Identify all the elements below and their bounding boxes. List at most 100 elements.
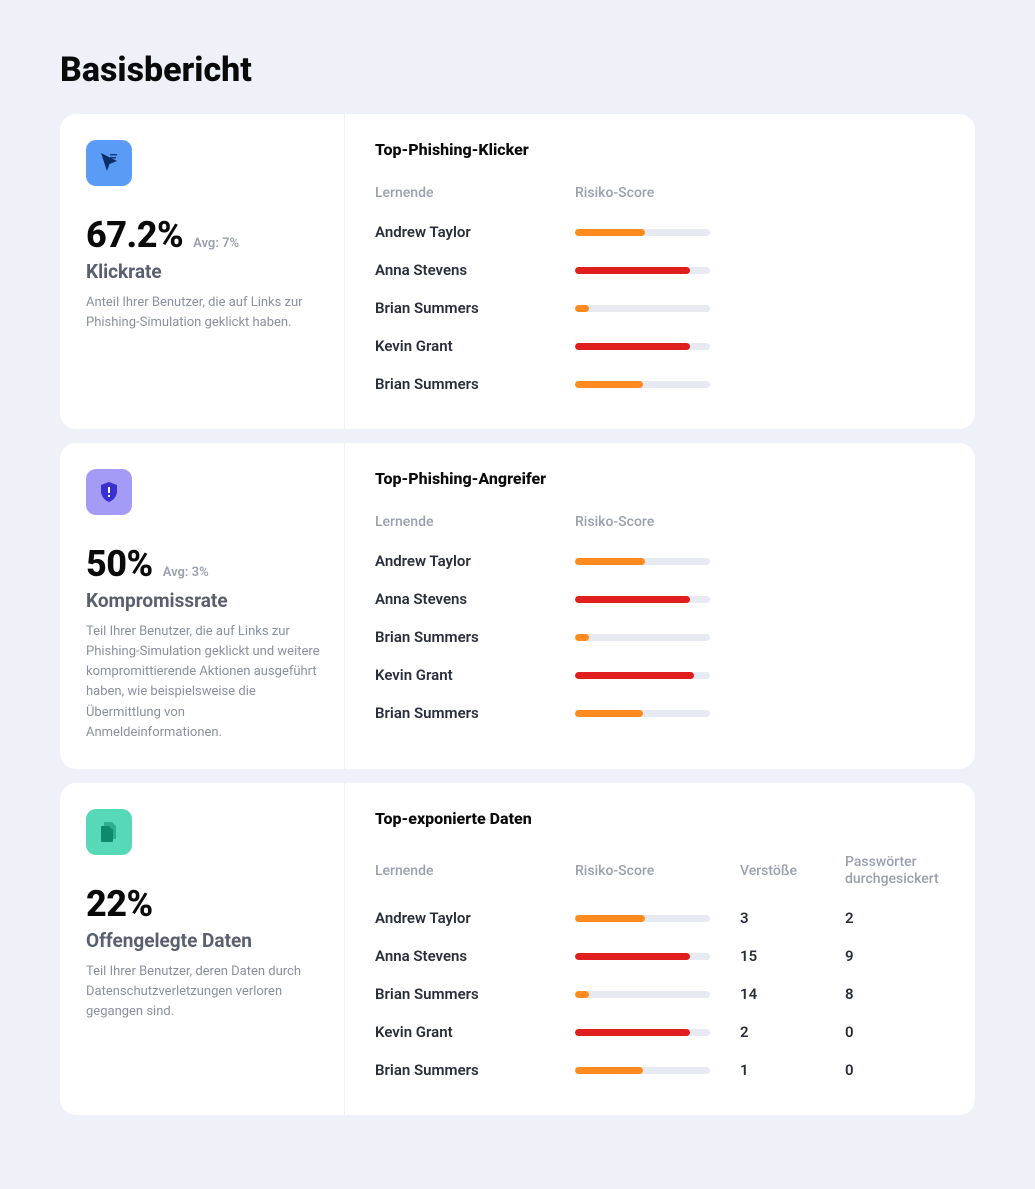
column-header: Lernende <box>375 185 575 201</box>
report-card: 22% Offengelegte Daten Teil Ihrer Benutzer… <box>60 783 975 1116</box>
bar-track <box>575 634 710 641</box>
learner-name: Brian Summers <box>375 299 575 317</box>
risk-score-bar <box>575 1067 740 1074</box>
risk-score-bar <box>575 229 945 236</box>
bar-track <box>575 305 710 312</box>
stat-row: 67.2%Avg: 7% <box>86 214 322 256</box>
risk-score-bar <box>575 267 945 274</box>
stat-value: 50% <box>86 543 153 585</box>
table-row: Brian Summers <box>375 365 945 403</box>
bar-fill <box>575 267 690 274</box>
bar-track <box>575 953 710 960</box>
risk-score-bar <box>575 710 945 717</box>
bar-track <box>575 558 710 565</box>
table-row: Kevin Grant <box>375 656 945 694</box>
card-summary: 50%Avg: 3%KompromissrateTeil Ihrer Benut… <box>60 443 345 769</box>
learner-name: Kevin Grant <box>375 666 575 684</box>
bar-fill <box>575 953 690 960</box>
table-header: LernendeRisiko-Score <box>375 185 945 201</box>
bar-track <box>575 1067 710 1074</box>
table-row: Andrew Taylor 32 <box>375 899 945 937</box>
learner-name: Andrew Taylor <box>375 552 575 570</box>
cards-list: 67.2%Avg: 7%KlickrateAnteil Ihrer Benutz… <box>60 114 975 1115</box>
bar-fill <box>575 305 589 312</box>
passwords-leaked-count: 8 <box>845 985 945 1003</box>
learner-name: Andrew Taylor <box>375 223 575 241</box>
learner-name: Brian Summers <box>375 985 575 1003</box>
risk-score-bar <box>575 305 945 312</box>
learner-name: Anna Stevens <box>375 947 575 965</box>
stat-row: 50% Avg: 3% <box>86 543 322 585</box>
table-row: Brian Summers10 <box>375 1051 945 1089</box>
card-summary: 67.2%Avg: 7%KlickrateAnteil Ihrer Benutz… <box>60 114 345 429</box>
section-title: Top-Phishing-Klicker <box>375 140 945 159</box>
table-row: Brian Summers <box>375 289 945 327</box>
learner-name: Kevin Grant <box>375 1023 575 1041</box>
learners-table: LernendeRisiko-ScoreAndrew TaylorAnna St… <box>375 514 945 732</box>
column-header: Risiko-Score <box>575 185 945 201</box>
table-row: Brian Summers 148 <box>375 975 945 1013</box>
breaches-count: 3 <box>740 909 845 927</box>
risk-score-bar <box>575 634 945 641</box>
bar-fill <box>575 596 690 603</box>
stat-value: 67.2% <box>86 214 183 256</box>
bar-track <box>575 1029 710 1036</box>
table-row: Kevin Grant20 <box>375 1013 945 1051</box>
learner-name: Brian Summers <box>375 704 575 722</box>
risk-score-bar <box>575 915 740 922</box>
risk-score-bar <box>575 991 740 998</box>
stat-label: Klickrate <box>86 260 322 283</box>
risk-score-bar <box>575 558 945 565</box>
bar-fill <box>575 229 645 236</box>
risk-score-bar <box>575 596 945 603</box>
breaches-count: 14 <box>740 985 845 1003</box>
bar-fill <box>575 915 645 922</box>
stat-description: Teil Ihrer Benutzer, deren Daten durch D… <box>86 962 322 1022</box>
bar-fill <box>575 343 690 350</box>
stat-label: Kompromissrate <box>86 589 322 612</box>
report-container: Basisbericht 67.2%Avg: 7%KlickrateAnteil… <box>20 20 1015 1169</box>
bar-track <box>575 710 710 717</box>
learner-name: Andrew Taylor <box>375 909 575 927</box>
risk-score-bar <box>575 381 945 388</box>
report-card: 50%Avg: 3%KompromissrateTeil Ihrer Benut… <box>60 443 975 769</box>
report-card: 67.2%Avg: 7%KlickrateAnteil Ihrer Benutz… <box>60 114 975 429</box>
passwords-leaked-count: 0 <box>845 1061 945 1079</box>
table-row: Brian Summers <box>375 618 945 656</box>
passwords-leaked-count: 0 <box>845 1023 945 1041</box>
risk-score-bar <box>575 343 945 350</box>
column-header: Risiko-Score <box>575 863 740 879</box>
learner-name: Brian Summers <box>375 628 575 646</box>
card-detail: Top-Phishing-Angreifer LernendeRisiko-Sco… <box>345 443 975 769</box>
bar-track <box>575 596 710 603</box>
stat-row: 22% <box>86 883 322 925</box>
learner-name: Anna Stevens <box>375 590 575 608</box>
bar-track <box>575 343 710 350</box>
risk-score-bar <box>575 672 945 679</box>
table-row: Anna Stevens159 <box>375 937 945 975</box>
bar-track <box>575 672 710 679</box>
table-row: Anna Stevens <box>375 580 945 618</box>
column-header: Lernende <box>375 863 575 879</box>
learners-table: LernendeRisiko-ScoreAndrew TaylorAnna St… <box>375 185 945 403</box>
passwords-leaked-count: 2 <box>845 909 945 927</box>
bar-fill <box>575 672 694 679</box>
breaches-count: 15 <box>740 947 845 965</box>
bar-fill <box>575 991 589 998</box>
card-detail: Top-exponierte Daten LernendeRisiko-Score… <box>345 783 975 1116</box>
column-header: Verstöße <box>740 863 845 879</box>
bar-track <box>575 991 710 998</box>
stat-avg: Avg: 3% <box>163 565 209 580</box>
table-row: Andrew Taylor <box>375 213 945 251</box>
bar-fill <box>575 710 643 717</box>
breaches-count: 1 <box>740 1061 845 1079</box>
files-icon <box>86 809 132 855</box>
column-header: Lernende <box>375 514 575 530</box>
table-row: Brian Summers <box>375 694 945 732</box>
shield-icon <box>86 469 132 515</box>
stat-label: Offengelegte Daten <box>86 929 322 952</box>
section-title: Top-exponierte Daten <box>375 809 945 828</box>
section-title: Top-Phishing-Angreifer <box>375 469 945 488</box>
learner-name: Kevin Grant <box>375 337 575 355</box>
card-detail: Top-Phishing-Klicker LernendeRisiko-Score… <box>345 114 975 429</box>
